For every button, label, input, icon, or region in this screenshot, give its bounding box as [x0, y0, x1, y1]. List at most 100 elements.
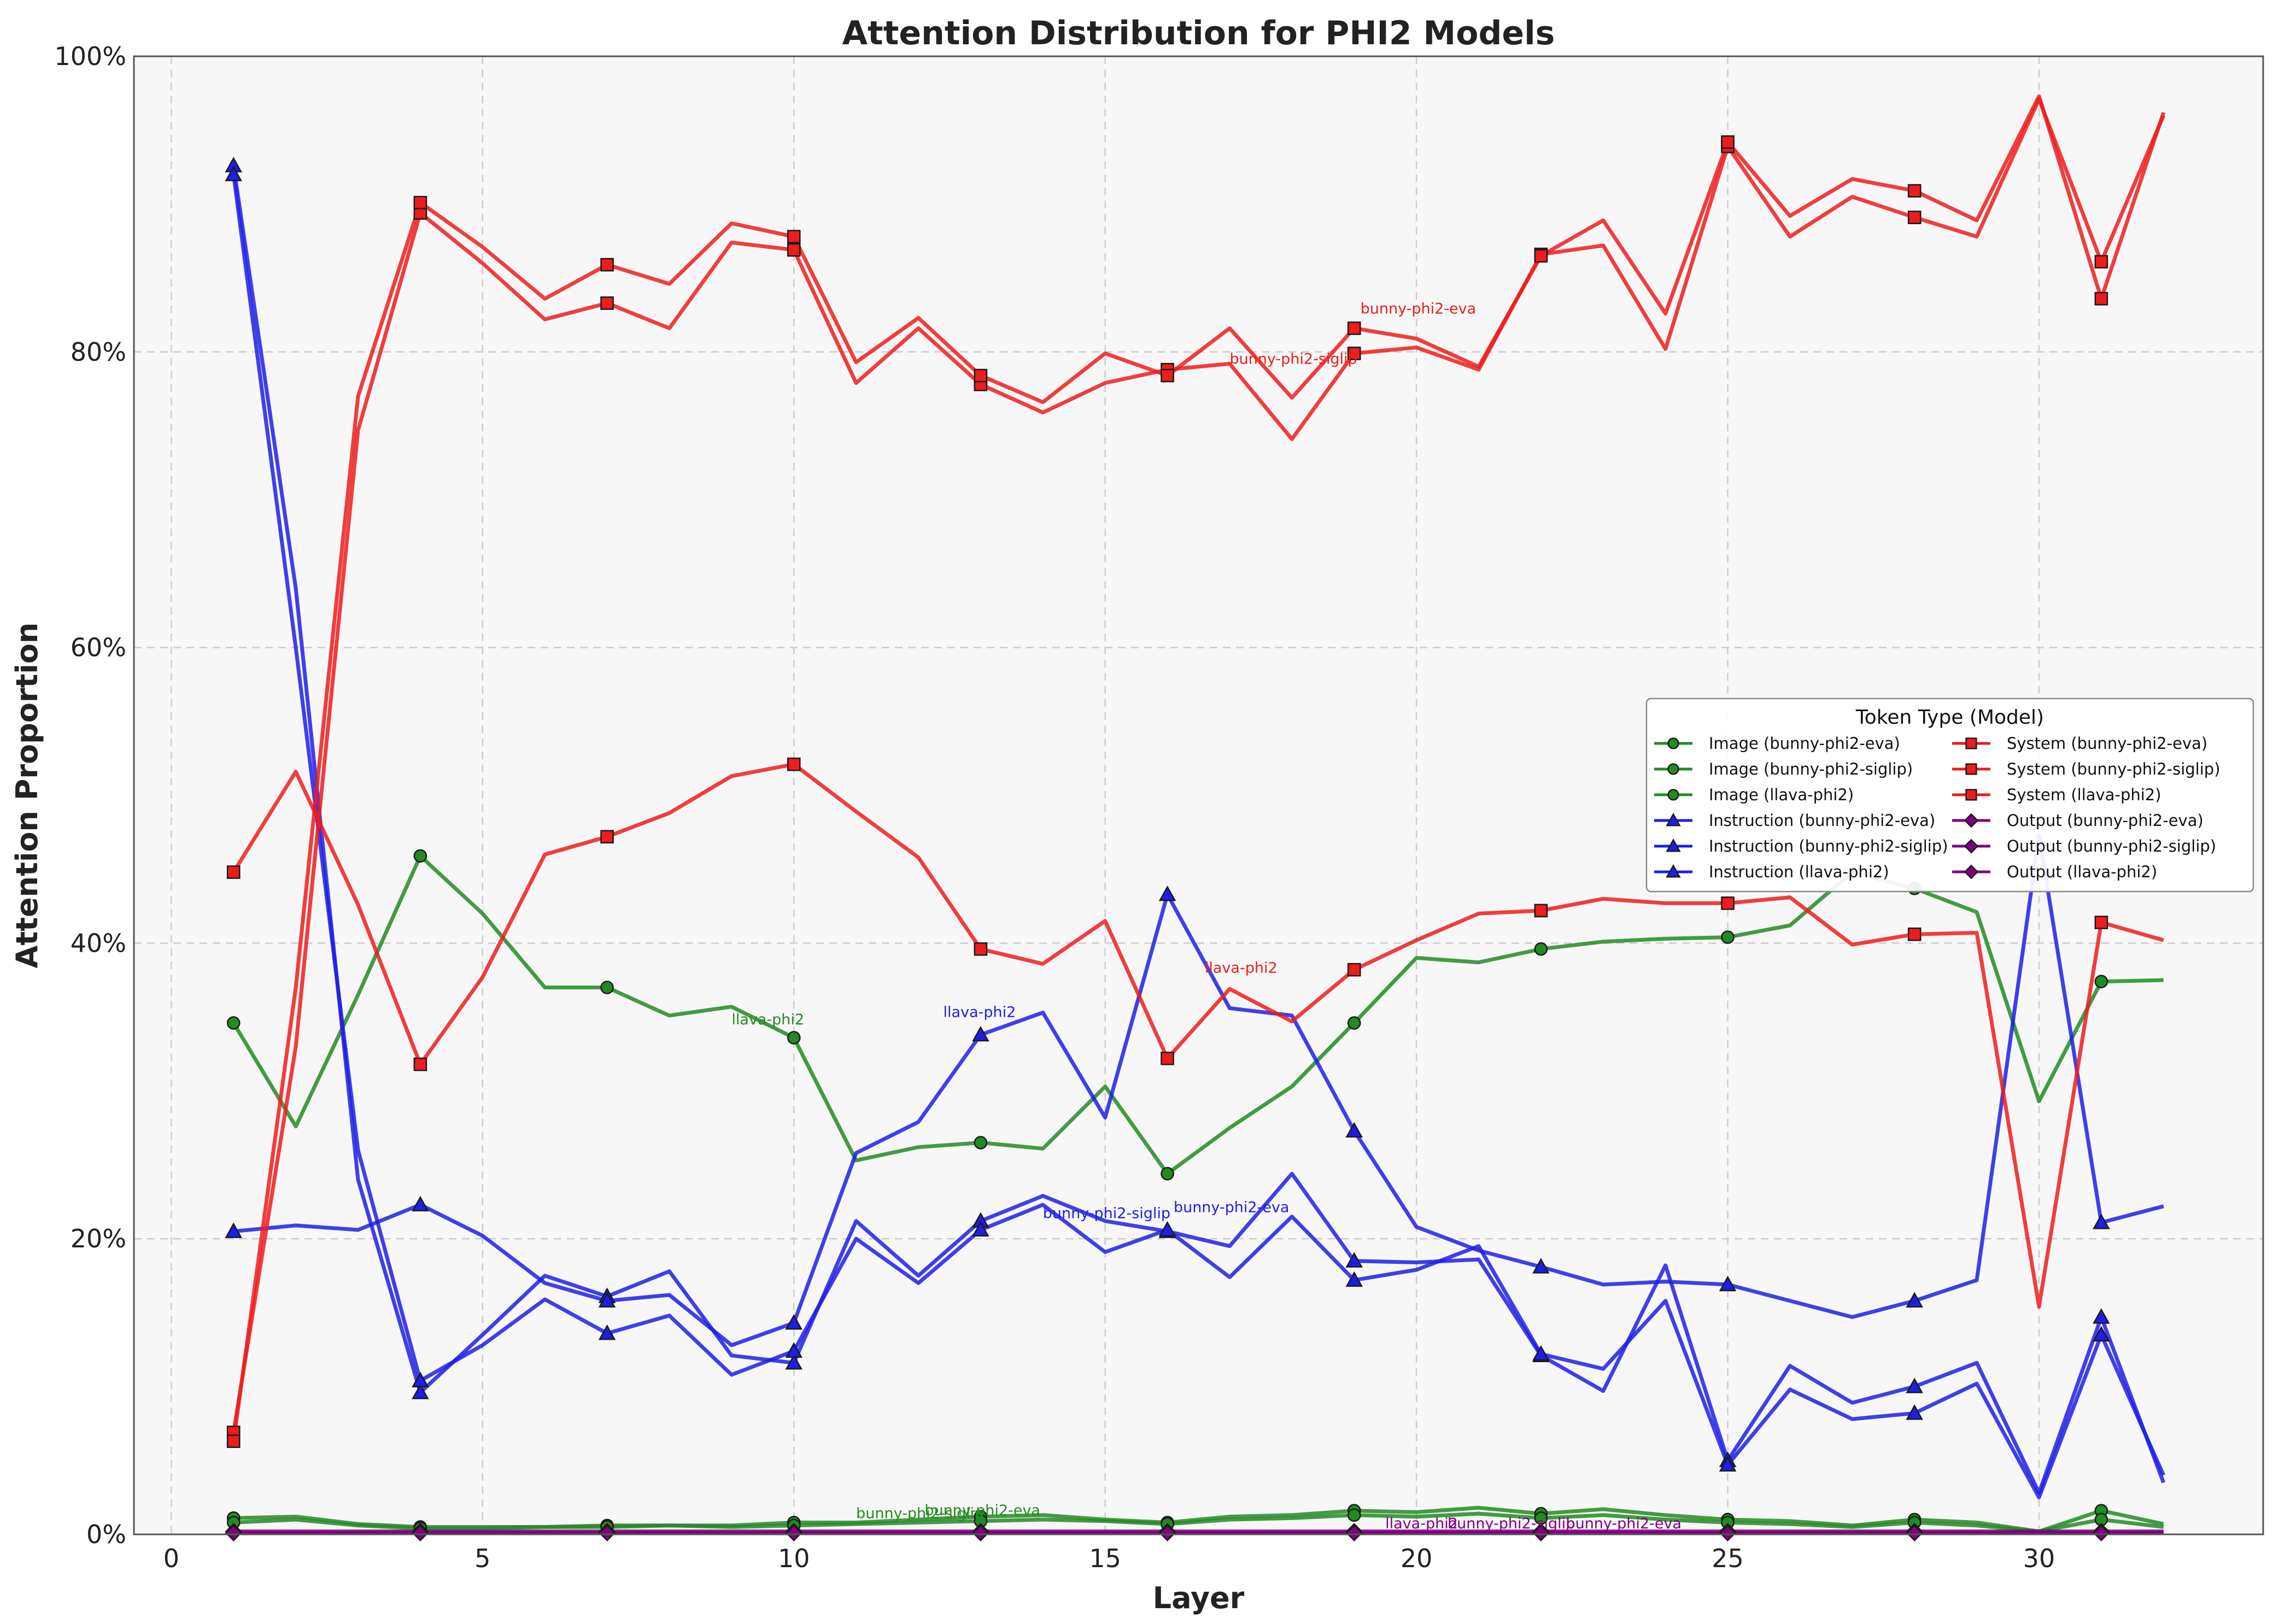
series-line-instruction-llava-phi2	[233, 833, 2164, 1347]
data-point-instruction-bunny-phi2-siglip	[598, 1324, 616, 1340]
annotation-label: bunny-phi2-eva	[924, 1502, 1040, 1519]
data-point-instruction-llava-phi2	[1158, 885, 1176, 901]
legend-entry-label: Image (llava-phi2)	[1709, 785, 1854, 804]
annotation-label: llava-phi2	[1385, 1515, 1458, 1532]
data-point-instruction-bunny-phi2-eva	[785, 1354, 802, 1370]
data-point-instruction-bunny-phi2-eva	[1345, 1252, 1363, 1268]
data-point-image-llava-phi2	[1161, 1166, 1174, 1181]
data-point-system-bunny-phi2-eva	[600, 296, 614, 310]
legend-marker	[1964, 813, 1979, 828]
data-point-instruction-bunny-phi2-siglip	[1158, 1221, 1176, 1237]
series-line-system-llava-phi2	[232, 762, 2164, 1309]
data-point-output-llava-phi2	[1719, 1524, 1736, 1541]
data-point-image-llava-phi2	[787, 1031, 801, 1045]
data-point-image-llava-phi2	[974, 1136, 988, 1150]
data-point-output-llava-phi2	[1906, 1524, 1923, 1541]
annotation-label: bunny-phi2-eva	[1566, 1515, 1682, 1532]
data-point-output-llava-phi2	[1532, 1524, 1550, 1541]
x-axis-label: Layer	[1153, 1581, 1245, 1615]
legend-entry-label: System (bunny-phi2-siglip)	[2007, 760, 2221, 778]
legend-marker	[1667, 737, 1679, 749]
legend-marker	[1666, 838, 1681, 852]
data-point-system-llava-phi2	[600, 830, 614, 844]
data-point-system-bunny-phi2-eva	[787, 243, 801, 257]
annotations: bunny-phi2-evabunny-phi2-siglipllava-phi…	[731, 300, 1682, 1532]
data-point-instruction-llava-phi2	[2093, 1213, 2110, 1229]
data-point-system-bunny-phi2-siglip	[2094, 292, 2108, 306]
x-tick-label: 15	[1089, 1544, 1121, 1573]
data-point-system-llava-phi2	[1534, 904, 1548, 918]
annotation-label: llava-phi2	[944, 1004, 1016, 1021]
legend-marker	[1965, 789, 1977, 801]
data-point-instruction-bunny-phi2-siglip	[412, 1371, 429, 1387]
legend-marker	[1666, 864, 1681, 878]
annotation-label: bunny-phi2-siglip	[1448, 1515, 1575, 1532]
data-point-instruction-llava-phi2	[1532, 1258, 1550, 1274]
data-point-output-llava-phi2	[412, 1524, 429, 1541]
data-point-system-llava-phi2	[1721, 896, 1735, 910]
legend-entry-label: Output (bunny-phi2-eva)	[2007, 811, 2204, 830]
data-point-image-llava-phi2	[1721, 930, 1735, 944]
data-point-system-llava-phi2	[226, 865, 241, 879]
data-point-output-llava-phi2	[599, 1524, 616, 1541]
x-tick-label: 10	[778, 1544, 810, 1573]
data-point-instruction-bunny-phi2-siglip	[972, 1221, 989, 1237]
data-point-system-llava-phi2	[787, 757, 801, 771]
x-tick-label: 30	[2023, 1544, 2055, 1573]
data-point-instruction-llava-phi2	[225, 1222, 242, 1238]
data-point-instruction-bunny-phi2-siglip	[1719, 1456, 1737, 1472]
data-point-instruction-llava-phi2	[1345, 1122, 1363, 1138]
chart-title: Attention Distribution for PHI2 Models	[842, 14, 1555, 52]
legend-marker	[1667, 789, 1679, 801]
series-lines	[231, 94, 2166, 1535]
annotation-label: llava-phi2	[1205, 959, 1278, 976]
data-point-output-llava-phi2	[1159, 1524, 1176, 1541]
data-point-system-llava-phi2	[2094, 916, 2108, 929]
data-point-image-llava-phi2	[413, 849, 427, 863]
data-point-system-llava-phi2	[1907, 927, 1921, 941]
legend-entry-label: Instruction (bunny-phi2-eva)	[1709, 811, 1935, 830]
data-point-output-llava-phi2	[785, 1524, 802, 1541]
series-line-system-bunny-phi2-eva	[231, 97, 2166, 1433]
data-point-system-bunny-phi2-siglip	[1721, 135, 1735, 149]
y-tick-label: 80%	[71, 337, 126, 367]
y-tick-label: 20%	[71, 1224, 126, 1253]
data-point-system-bunny-phi2-eva	[2094, 255, 2108, 269]
y-tick-label: 40%	[71, 928, 126, 958]
data-point-system-bunny-phi2-siglip	[1534, 249, 1548, 263]
data-point-instruction-llava-phi2	[1906, 1292, 1923, 1308]
data-point-image-llava-phi2	[1534, 942, 1548, 956]
annotation-label: bunny-phi2-eva	[1174, 1199, 1290, 1216]
data-point-instruction-llava-phi2	[412, 1195, 429, 1212]
annotation-label: bunny-phi2-siglip	[856, 1505, 983, 1522]
legend-marker	[1964, 839, 1979, 854]
y-tick-label: 0%	[86, 1520, 126, 1549]
series-line-instruction-bunny-phi2-eva	[231, 165, 2166, 1495]
legend: Token Type (Model) Image (bunny-phi2-eva)…	[1645, 697, 2254, 893]
annotation-label: bunny-phi2-siglip	[1229, 350, 1357, 367]
legend-marker	[1965, 737, 1977, 749]
data-point-system-bunny-phi2-siglip	[1347, 321, 1361, 335]
x-tick-label: 5	[474, 1544, 490, 1573]
data-point-output-llava-phi2	[972, 1524, 989, 1541]
data-point-instruction-llava-phi2	[785, 1314, 802, 1330]
annotation-label: bunny-phi2-siglip	[1043, 1205, 1170, 1222]
legend-entry-label: System (llava-phi2)	[2007, 785, 2161, 804]
data-point-output-llava-phi2	[2093, 1524, 2110, 1541]
data-point-system-llava-phi2	[974, 942, 988, 956]
legend-entry-label: Image (bunny-phi2-eva)	[1709, 734, 1900, 753]
data-point-output-llava-phi2	[1345, 1524, 1363, 1541]
data-point-instruction-bunny-phi2-siglip	[225, 166, 242, 181]
data-point-instruction-llava-phi2	[972, 1025, 989, 1042]
data-point-system-bunny-phi2-siglip	[787, 230, 801, 244]
data-point-instruction-bunny-phi2-siglip	[1345, 1271, 1363, 1287]
data-point-system-bunny-phi2-siglip	[1161, 368, 1174, 383]
data-point-system-bunny-phi2-siglip	[1907, 184, 1921, 198]
data-point-system-bunny-phi2-siglip	[974, 368, 988, 383]
y-tick-label: 100%	[54, 42, 126, 71]
series-line-image-bunny-phi2-siglip	[233, 1511, 2164, 1534]
data-point-instruction-bunny-phi2-eva	[2093, 1308, 2110, 1324]
data-point-instruction-bunny-phi2-siglip	[1532, 1345, 1550, 1361]
data-point-system-bunny-phi2-siglip	[413, 196, 427, 209]
